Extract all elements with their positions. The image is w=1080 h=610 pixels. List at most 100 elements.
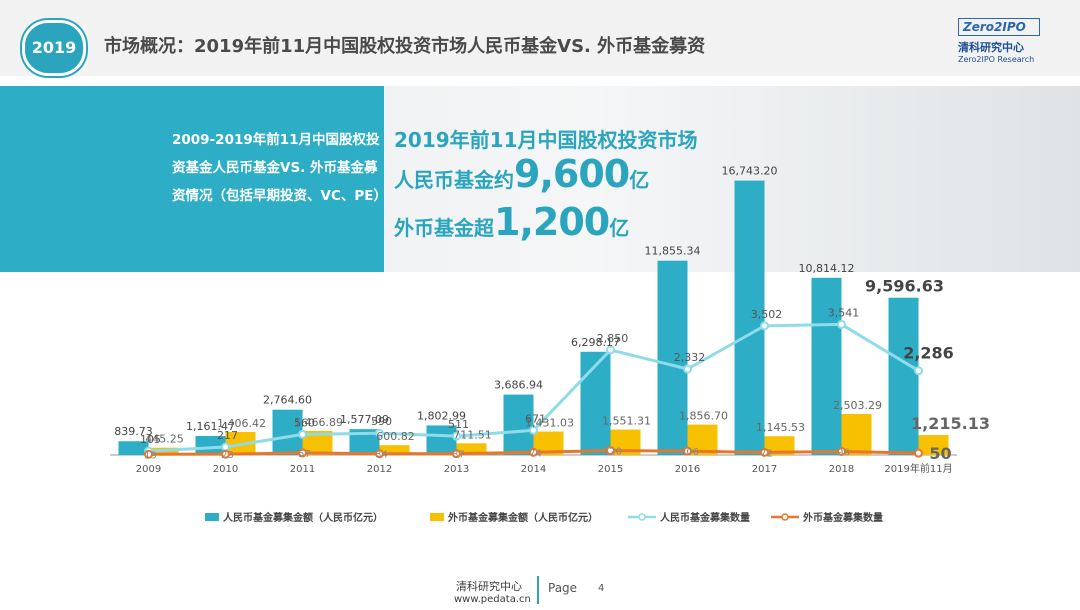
headline-foreign-amount: 1,200 — [494, 200, 610, 244]
x-tick-label: 2013 — [444, 464, 469, 475]
label-rmb-count: 217 — [217, 429, 238, 442]
bar-foreign-amount — [918, 435, 949, 455]
label-rmb-amount: 839.73 — [114, 425, 153, 438]
label-rmb-count: 2,286 — [903, 344, 954, 363]
bar-foreign-amount — [533, 431, 564, 455]
label-foreign-count: 23 — [221, 450, 234, 461]
label-rmb-count: 511 — [448, 418, 469, 431]
label-foreign-amount: 1,406.42 — [217, 417, 266, 430]
foreign-count-point — [837, 446, 846, 456]
rmb-count-point — [837, 319, 846, 329]
label-foreign-count: 50 — [929, 444, 951, 463]
label-foreign-count: 96 — [837, 447, 850, 458]
label-rmb-count: 671 — [525, 412, 546, 425]
x-tick-label: 2012 — [367, 464, 392, 475]
label-rmb-amount: 11,855.34 — [645, 245, 701, 258]
page-title: 市场概况：2019年前11月中国股权投资市场人民币基金VS. 外币基金募资 — [104, 36, 706, 57]
headline-foreign-unit: 亿 — [609, 216, 630, 240]
headline-rmb-unit: 亿 — [629, 168, 650, 192]
footer-url: www.pedata.cn — [454, 594, 531, 605]
foreign-count-point — [529, 447, 538, 457]
bar-foreign-amount — [379, 445, 410, 455]
rmb-count-point — [298, 429, 307, 439]
x-tick-label: 2011 — [290, 464, 315, 475]
legend-swatch — [430, 513, 444, 521]
label-rmb-amount: 3,686.94 — [494, 379, 543, 392]
footer-page-number: 4 — [598, 583, 605, 594]
x-tick-label: 2014 — [521, 464, 546, 475]
header-bar — [0, 0, 1080, 76]
bar-foreign-amount — [456, 443, 487, 455]
banner-description-panel — [0, 86, 384, 272]
label-foreign-count: 19 — [144, 450, 157, 461]
x-tick-label: 2018 — [829, 464, 854, 475]
label-rmb-count: 3,502 — [751, 308, 783, 321]
legend-swatch-point — [638, 513, 646, 521]
legend-label: 人民币基金募集数量 — [660, 511, 750, 524]
rmb-count-point — [760, 321, 769, 331]
legend-label: 人民币基金募集金额（人民币亿元） — [223, 511, 383, 524]
rmb-count-point — [375, 428, 384, 438]
bar-rmb-amount — [503, 394, 534, 455]
year-badge: 2019 — [22, 20, 86, 76]
zero2ipo-logo: Zero2IPO 清科研究中心 Zero2IPO Research — [958, 18, 1068, 64]
foreign-count-point — [375, 449, 384, 459]
label-rmb-count: 590 — [371, 415, 392, 428]
label-foreign-amount: 1,551.31 — [602, 415, 651, 428]
foreign-count-point — [452, 449, 461, 459]
label-rmb-amount: 10,814.12 — [799, 262, 855, 275]
label-foreign-amount: 1,215.13 — [911, 414, 990, 433]
label-rmb-amount: 16,743.20 — [722, 165, 778, 178]
bar-rmb-amount — [657, 260, 688, 455]
label-foreign-count: 37 — [452, 450, 465, 461]
label-rmb-count: 560 — [294, 416, 315, 429]
x-tick-label: 2017 — [752, 464, 777, 475]
label-foreign-amount: 1,145.53 — [756, 421, 805, 434]
headline-market: 2019年前11月中国股权投资市场 — [394, 128, 698, 152]
bar-rmb-amount — [118, 441, 149, 455]
headline-foreign-pre: 外币基金超 — [394, 216, 494, 240]
label-rmb-amount: 1,161.47 — [186, 420, 235, 433]
headline-rmb-amount: 9,600 — [514, 152, 630, 196]
foreign-count-point — [144, 449, 153, 459]
rmb-count-point — [452, 431, 461, 441]
banner-description-text: 2009-2019年前11月中国股权投资基金人民币基金VS. 外币基金募资情况（… — [172, 132, 387, 204]
label-foreign-count: 34 — [375, 450, 388, 461]
label-rmb-count: 2,332 — [674, 351, 706, 364]
label-foreign-amount: 1,466.89 — [294, 416, 343, 429]
label-foreign-count: 106 — [680, 447, 699, 458]
label-rmb-count: 105 — [140, 433, 161, 446]
bar-rmb-amount — [426, 425, 457, 455]
footer-org: 清科研究中心 — [456, 580, 522, 593]
foreign-count-point — [606, 446, 615, 456]
label-rmb-amount: 9,596.63 — [865, 277, 944, 296]
x-tick-label: 2016 — [675, 464, 700, 475]
rmb-count-point — [914, 366, 923, 376]
headline-rmb: 人民币基金约9,600亿 — [394, 152, 649, 196]
bar-rmb-amount — [580, 351, 611, 455]
x-tick-label: 2015 — [598, 464, 623, 475]
bar-rmb-amount — [888, 297, 919, 455]
label-foreign-amount: 2,503.29 — [833, 399, 882, 412]
label-rmb-amount: 6,298.17 — [571, 336, 620, 349]
bar-rmb-amount — [272, 409, 303, 455]
foreign-count-point — [760, 447, 769, 457]
label-foreign-count: 120 — [603, 447, 622, 458]
rmb-count-point — [606, 345, 615, 355]
bar-rmb-amount — [811, 277, 842, 455]
legend-label: 外币基金募集金额（人民币亿元） — [447, 511, 598, 524]
rmb-count-point — [529, 425, 538, 435]
legend-swatch — [205, 513, 219, 521]
label-rmb-amount: 1,802.99 — [417, 409, 466, 422]
logo-name-en: Zero2IPO Research — [958, 55, 1035, 64]
label-foreign-count: 74 — [529, 448, 542, 459]
headline-foreign: 外币基金超1,200亿 — [394, 200, 629, 244]
footer-page-label: Page — [548, 581, 578, 595]
bar-foreign-amount — [764, 436, 795, 455]
legend-swatch-point — [781, 513, 789, 521]
label-foreign-amount: 1,431.03 — [525, 417, 574, 430]
label-rmb-count: 3,541 — [828, 306, 860, 319]
logo-brand: Zero2IPO — [958, 18, 1040, 36]
